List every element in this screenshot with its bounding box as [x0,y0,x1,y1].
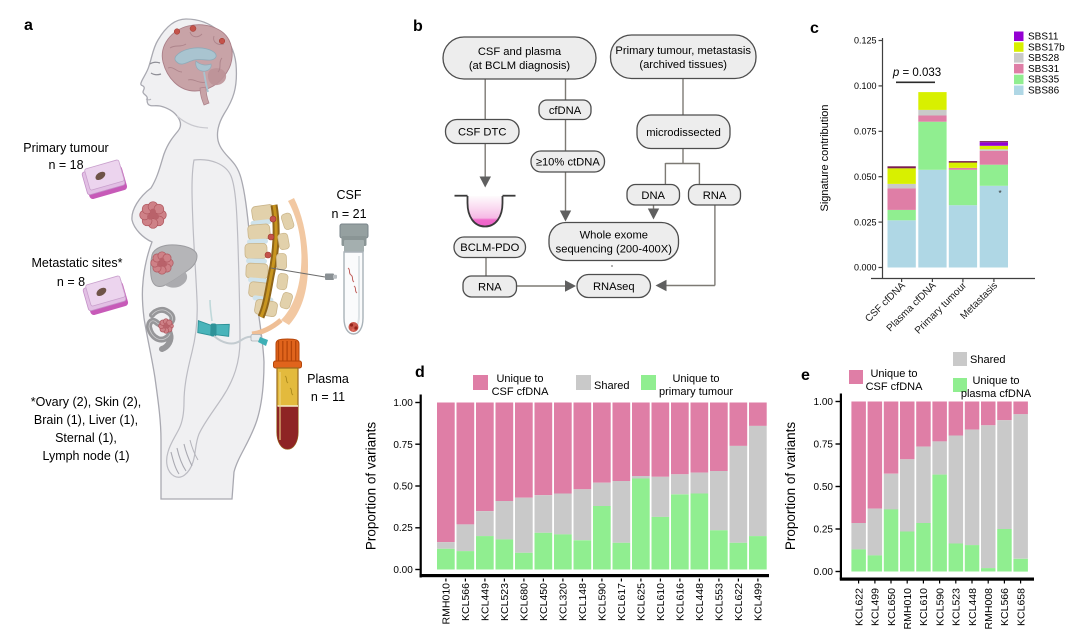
svg-text:KCL566: KCL566 [460,583,472,621]
svg-text:0.00: 0.00 [814,567,834,578]
svg-text:0.125: 0.125 [854,36,877,46]
svg-text:Plasma: Plasma [307,372,349,386]
svg-text:a: a [24,17,33,34]
svg-text:SBS35: SBS35 [1028,75,1060,86]
svg-text:1.00: 1.00 [814,397,834,408]
svg-text:KCL650: KCL650 [886,588,898,626]
svg-text:KCL590: KCL590 [934,588,946,626]
svg-text:0.025: 0.025 [854,217,877,227]
svg-text:CSF cfDNA: CSF cfDNA [492,386,550,398]
svg-text:d: d [415,364,425,381]
svg-text:KCL448: KCL448 [694,583,706,621]
svg-text:Signature contribution: Signature contribution [819,104,831,211]
svg-text:RMH010: RMH010 [441,583,453,625]
svg-text:CSF DTC: CSF DTC [458,127,506,139]
svg-text:Unique to: Unique to [496,373,543,385]
svg-text:Shared: Shared [594,380,629,392]
svg-text:KCL450: KCL450 [538,583,550,621]
svg-text:sequencing (200-400X): sequencing (200-400X) [556,244,673,256]
svg-text:RNAseq: RNAseq [593,281,635,293]
svg-text:KCL625: KCL625 [636,583,648,621]
svg-text:KCL610: KCL610 [918,588,930,626]
svg-text:CSF: CSF [337,188,362,202]
svg-text:KCL523: KCL523 [951,588,963,626]
svg-text:0.75: 0.75 [814,440,834,451]
svg-text:Proportion of variants: Proportion of variants [783,422,798,551]
svg-text:0.50: 0.50 [814,482,834,493]
svg-text:1.00: 1.00 [393,398,413,409]
svg-text:KCL566: KCL566 [999,588,1011,626]
svg-text:KCL499: KCL499 [753,583,765,621]
svg-text:KCL499: KCL499 [870,588,882,626]
svg-text:0.050: 0.050 [854,172,877,182]
svg-text:≥10% ctDNA: ≥10% ctDNA [536,157,601,169]
svg-text:e: e [801,367,810,384]
svg-text:Sternal (1),: Sternal (1), [55,431,117,445]
svg-text:Unique to: Unique to [972,375,1019,387]
svg-text:Unique to: Unique to [672,373,719,385]
svg-text:Shared: Shared [970,354,1005,366]
svg-text:*: * [998,189,1001,198]
svg-text:KCL617: KCL617 [616,583,628,621]
svg-text:Metastatic sites*: Metastatic sites* [31,256,122,270]
svg-text:microdissected: microdissected [646,127,721,139]
svg-text:0.000: 0.000 [854,263,877,273]
svg-text:0.00: 0.00 [393,565,413,576]
svg-text:SBS17b: SBS17b [1028,42,1065,53]
svg-text:CSF cfDNA: CSF cfDNA [866,381,924,393]
svg-text:n = 21: n = 21 [331,207,366,221]
svg-text:0.25: 0.25 [814,525,834,536]
svg-text:0.075: 0.075 [854,127,877,137]
svg-text:CSF and plasma: CSF and plasma [478,46,562,58]
svg-text:plasma cfDNA: plasma cfDNA [961,388,1032,400]
svg-text:KCL148: KCL148 [577,583,589,621]
svg-text:KCL590: KCL590 [597,583,609,621]
svg-text:0.75: 0.75 [393,440,413,451]
svg-text:Proportion of variants: Proportion of variants [364,422,379,551]
svg-text:Primary tumour: Primary tumour [23,141,108,155]
svg-text:SBS28: SBS28 [1028,53,1060,64]
svg-text:KCL616: KCL616 [675,583,687,621]
svg-text:Brain (1), Liver (1),: Brain (1), Liver (1), [34,413,138,427]
svg-text:KCL622: KCL622 [853,588,865,626]
svg-text:Whole exome: Whole exome [580,230,648,242]
svg-text:primary tumour: primary tumour [659,386,733,398]
svg-text:KCL610: KCL610 [655,583,667,621]
svg-text:RNA: RNA [703,190,727,202]
svg-text:KCL658: KCL658 [1016,588,1028,626]
svg-text:0.100: 0.100 [854,81,877,91]
svg-text:KCL449: KCL449 [480,583,492,621]
svg-text:n = 18: n = 18 [48,158,83,172]
svg-text:KCL320: KCL320 [558,583,570,621]
svg-text:DNA: DNA [641,190,665,202]
svg-text:Unique to: Unique to [870,368,917,380]
svg-text:KCL523: KCL523 [499,583,511,621]
svg-text:KCL553: KCL553 [714,583,726,621]
svg-text:KCL622: KCL622 [733,583,745,621]
svg-text:b: b [413,18,423,35]
svg-text:0.25: 0.25 [393,523,413,534]
svg-text:SBS86: SBS86 [1028,86,1060,97]
svg-text:(at BCLM diagnosis): (at BCLM diagnosis) [469,60,571,72]
svg-text:RMH010: RMH010 [902,588,914,630]
svg-text:cfDNA: cfDNA [549,105,582,117]
svg-text:BCLM-PDO: BCLM-PDO [460,242,519,254]
svg-text:KCL680: KCL680 [519,583,531,621]
svg-text:Lymph node (1): Lymph node (1) [42,449,129,463]
svg-text:(archived tissues): (archived tissues) [639,59,727,71]
svg-text:Primary tumour, metastasis: Primary tumour, metastasis [615,45,751,57]
svg-text:RMH008: RMH008 [983,588,995,630]
svg-text:SBS11: SBS11 [1028,32,1059,43]
svg-text:0.50: 0.50 [393,482,413,493]
svg-text:SBS31: SBS31 [1028,64,1060,75]
svg-text:n = 8: n = 8 [57,275,85,289]
svg-text:n = 11: n = 11 [311,390,345,404]
svg-text:KCL448: KCL448 [967,588,979,626]
svg-text:p = 0.033: p = 0.033 [892,67,941,79]
svg-text:*Ovary (2), Skin (2),: *Ovary (2), Skin (2), [31,395,141,409]
svg-text:RNA: RNA [478,282,502,294]
svg-text:c: c [810,20,819,37]
